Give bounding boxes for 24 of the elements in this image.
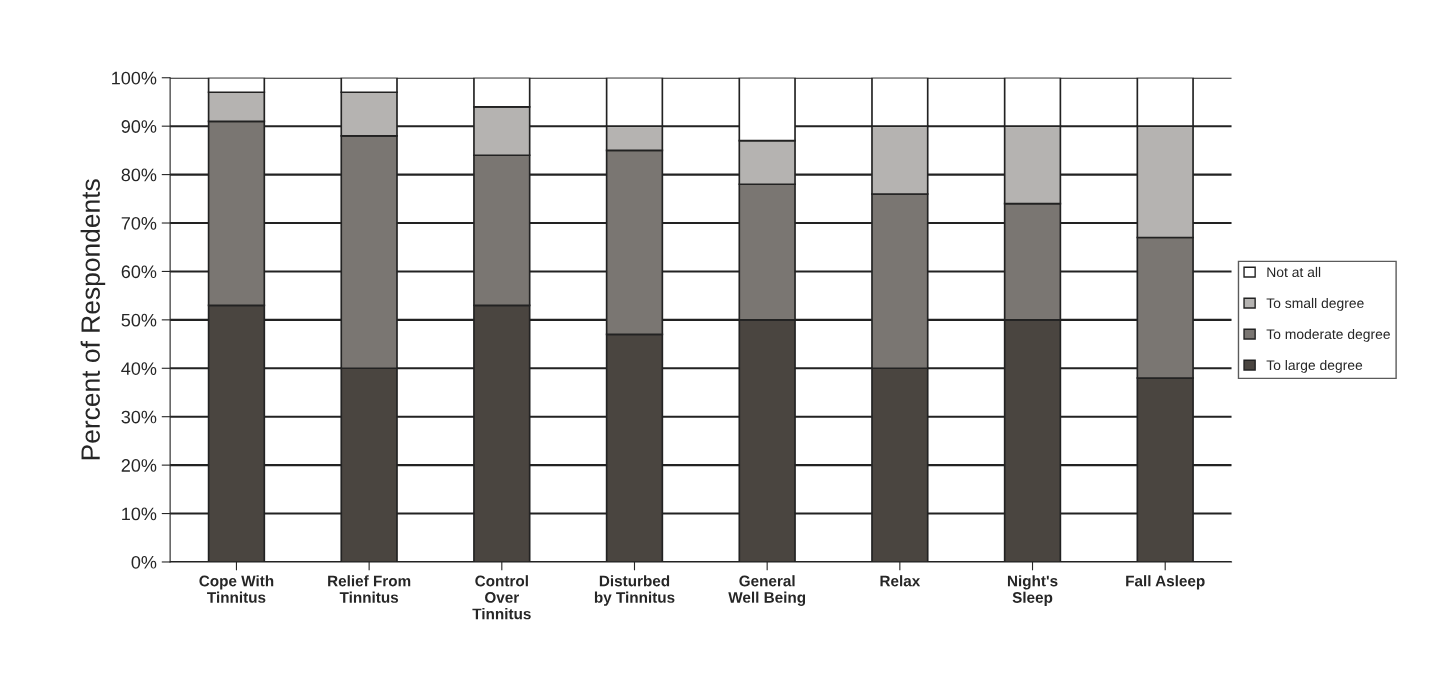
x-tick-label: General Well Being: [728, 575, 806, 606]
x-tick-label: Control Over Tinnitus: [472, 575, 531, 620]
x-tick-label: Relax: [880, 575, 921, 587]
y-tick-label: 0%: [131, 555, 157, 569]
y-axis-title: Percent of Respondents: [80, 179, 106, 460]
x-tick-label: Fall Asleep: [1126, 575, 1205, 590]
x-tick-label: Cope With Tinnitus: [199, 575, 274, 603]
y-tick-label: 60%: [121, 265, 157, 279]
y-tick-label: 10%: [122, 507, 157, 521]
x-tick-label: Disturbed by Tinnitus: [594, 575, 675, 606]
y-tick-label: 80%: [121, 168, 157, 182]
y-tick-label: 40%: [121, 362, 157, 375]
legend-label: To moderate degree: [1266, 328, 1390, 342]
y-tick-label: 30%: [121, 410, 157, 424]
y-tick-label: 100%: [112, 71, 157, 85]
legend-label: Not at all: [1267, 266, 1321, 278]
x-tick-label: Night's Sleep: [1007, 575, 1058, 606]
y-tick-label: 50%: [121, 313, 157, 327]
y-tick-label: 20%: [121, 459, 157, 472]
legend-label: To large degree: [1266, 359, 1363, 373]
legend-label: To small degree: [1266, 297, 1364, 311]
y-tick-label: 90%: [121, 120, 157, 133]
y-tick-label: 70%: [121, 216, 157, 230]
x-tick-label: Relief From Tinnitus: [328, 575, 411, 603]
